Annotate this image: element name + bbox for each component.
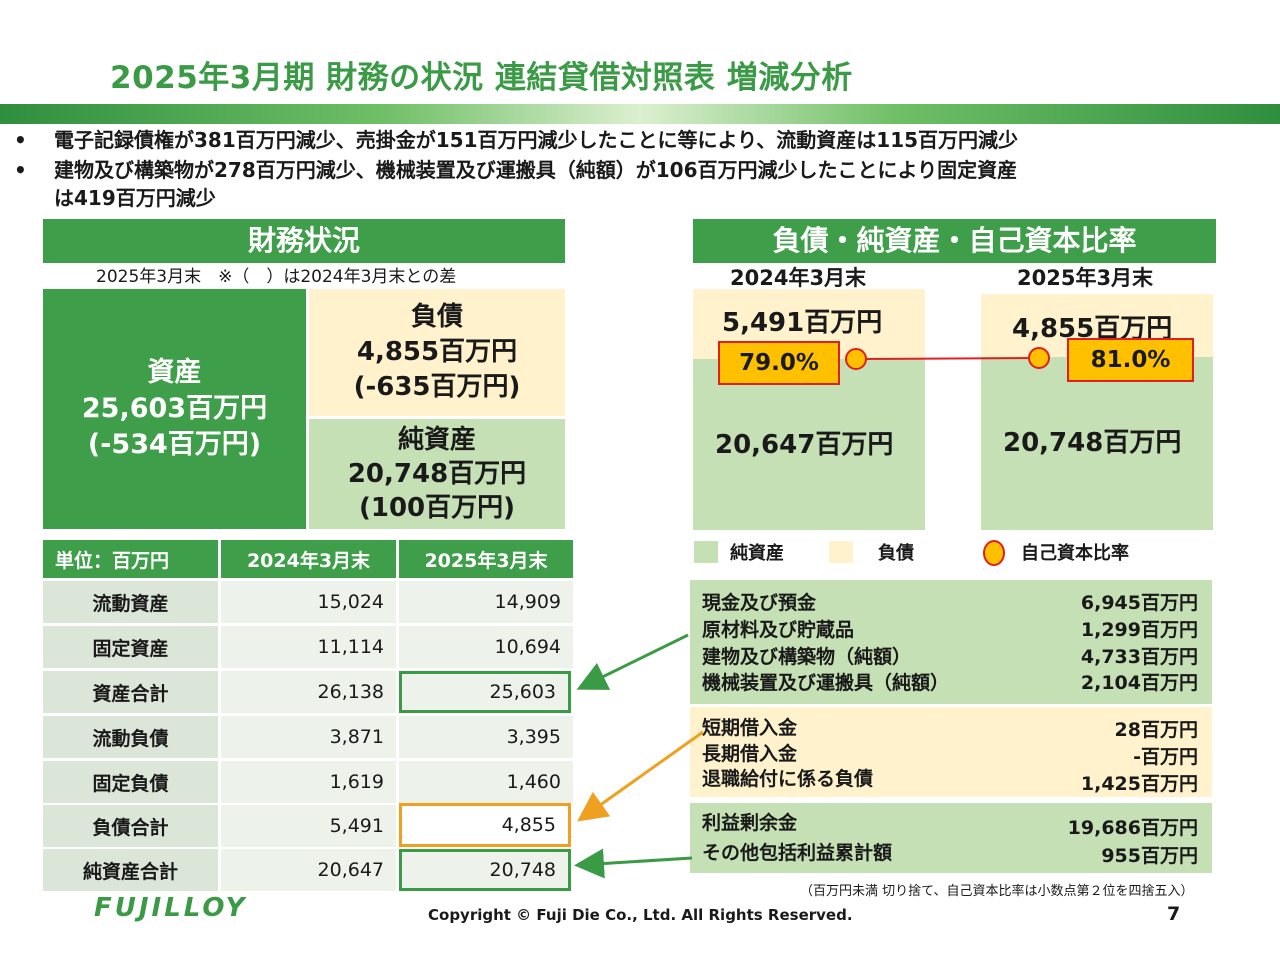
info-value: -百万円 [1133,746,1198,768]
liabilities-box: 負債 4,855百万円 (-635百万円) [309,289,565,416]
info-value: 6,945百万円 [1080,592,1198,614]
table-row-label: 純資産合計 [43,849,218,891]
liabilities-label: 負債 [410,302,463,332]
company-logo: FUJILLOY [94,893,248,923]
callout-arrows [574,633,704,879]
net-assets-label: 純資産 [397,425,476,455]
col2-net-assets-bar [981,357,1213,530]
table-row-label: 固定負債 [43,761,218,803]
table-header: 2024年3月末 [221,540,396,578]
bullet-mark: • [14,128,27,152]
table-cell: 20,647 [221,849,396,891]
assets-diff: (-534百万円) [87,429,262,460]
bullet-mark: • [14,158,27,182]
ratio-dot-2024 [845,348,867,370]
info-label: その他包括利益累計額 [702,842,893,864]
table-cell-highlight: 4,855 [399,803,571,847]
ratio-header: 負債・純資産・自己資本比率 [693,219,1216,263]
table-row-label: 流動資産 [43,581,218,623]
info-label: 長期借入金 [702,743,798,765]
table-cell: 15,024 [221,581,396,623]
footnote: （百万円未満 切り捨て、自己資本比率は小数点第２位を四捨五入） [800,884,1194,899]
table-row-label: 固定資産 [43,626,218,668]
info-label: 短期借入金 [702,717,798,739]
info-label: 機械装置及び運搬具（純額） [702,672,950,694]
info-box-assets: 現金及び預金 6,945百万円 原材料及び貯蔵品 1,299百万円 建物及び構築… [690,580,1212,704]
table-row-label: 負債合計 [43,805,218,847]
col1-ratio-label: 79.0% [718,341,840,385]
table-cell: 14,909 [399,581,573,623]
ratio-dot-2025 [1028,347,1050,369]
copyright: Copyright © Fuji Die Co., Ltd. All Right… [428,906,853,924]
info-value: 2,104百万円 [1080,672,1198,694]
table-cell: 3,395 [399,716,573,758]
table-row-label: 資産合計 [43,671,218,713]
liabilities-value: 4,855百万円 [356,337,518,367]
legend-swatch-liabilities [829,541,853,563]
table-header: 単位：百万円 [43,540,218,578]
page-title: 2025年3月期 財務の状況 連結貸借対照表 増減分析 [110,60,853,96]
financial-note: 2025年3月末 ※（ ）は2024年3月末との差 [96,267,457,287]
col1-liabilities-value: 5,491百万円 [722,308,883,338]
info-box-liabilities: 短期借入金 28百万円 長期借入金 -百万円 退職給付に係る負債 1,425百万… [690,707,1212,797]
net-assets-value: 20,748百万円 [347,459,527,489]
table-cell: 10,694 [399,626,573,668]
arrow-liabilities [577,730,704,822]
table-cell: 1,619 [221,761,396,803]
bullet-item-continuation: は419百万円減少 [14,183,1274,213]
table-cell: 5,491 [221,805,396,847]
table-cell: 1,460 [399,761,573,803]
legend-label: 負債 [878,543,914,564]
info-value: 955百万円 [1101,845,1198,867]
info-label: 建物及び構築物（純額） [702,646,912,668]
bullet-text: は419百万円減少 [54,186,216,210]
ratio-col1-label: 2024年3月末 [730,266,867,290]
col1-net-assets-value: 20,647百万円 [715,430,894,460]
assets-label: 資産 [147,357,202,388]
info-value: 19,686百万円 [1067,817,1198,839]
arrow-assets [576,633,689,690]
info-label: 退職給付に係る負債 [702,768,874,790]
financial-header: 財務状況 [43,219,565,263]
title-divider [0,104,1280,124]
assets-box: 資産 25,603百万円 (-534百万円) [43,289,306,529]
info-label: 利益剰余金 [702,812,798,834]
col1-net-assets-bar [693,359,925,530]
net-assets-box: 純資産 20,748百万円 (100百万円) [309,419,565,529]
col2-ratio-label: 81.0% [1067,338,1194,382]
table-cell: 11,114 [221,626,396,668]
net-assets-diff: (100百万円) [358,493,516,523]
info-box-net-assets: 利益剰余金 19,686百万円 その他包括利益累計額 955百万円 [690,803,1212,873]
bullet-text: 電子記録債権が381百万円減少、売掛金が151百万円減少したことに等により、流動… [54,128,1019,152]
liabilities-diff: (-635百万円) [353,372,521,402]
info-label: 原材料及び貯蔵品 [702,619,855,641]
bullet-item: • 電子記録債権が381百万円減少、売掛金が151百万円減少したことに等により、… [14,125,1274,155]
table-cell-highlight: 25,603 [399,671,571,713]
table-header: 2025年3月末 [399,540,573,578]
arrow-net-assets [574,848,693,879]
legend-label: 自己資本比率 [1021,543,1129,564]
page-number: 7 [1167,903,1181,925]
table-row-label: 流動負債 [43,716,218,758]
table-cell: 3,871 [221,716,396,758]
bullet-item: • 建物及び構築物が278百万円減少、機械装置及び運搬具（純額）が106百万円減… [14,155,1274,185]
table-cell-highlight: 20,748 [399,849,571,891]
col2-net-assets-value: 20,748百万円 [1003,428,1182,458]
assets-value: 25,603百万円 [81,393,268,424]
info-label: 現金及び預金 [702,592,817,614]
ratio-col2-label: 2025年3月末 [1017,266,1154,290]
table-cell: 26,138 [221,671,396,713]
info-value: 1,425百万円 [1080,773,1198,795]
info-value: 28百万円 [1114,719,1198,741]
info-value: 1,299百万円 [1080,619,1198,641]
ratio-line [855,357,1040,360]
ratio-connector [845,347,1050,370]
balance-table: 単位：百万円 2024年3月末 2025年3月末 流動資産 15,024 14,… [43,540,573,891]
info-value: 4,733百万円 [1080,646,1198,668]
bullet-text: 建物及び構築物が278百万円減少、機械装置及び運搬具（純額）が106百万円減少し… [54,158,1018,182]
legend-swatch-net-assets [694,541,718,563]
legend-swatch-ratio [983,540,1005,566]
legend-label: 純資産 [730,543,784,564]
